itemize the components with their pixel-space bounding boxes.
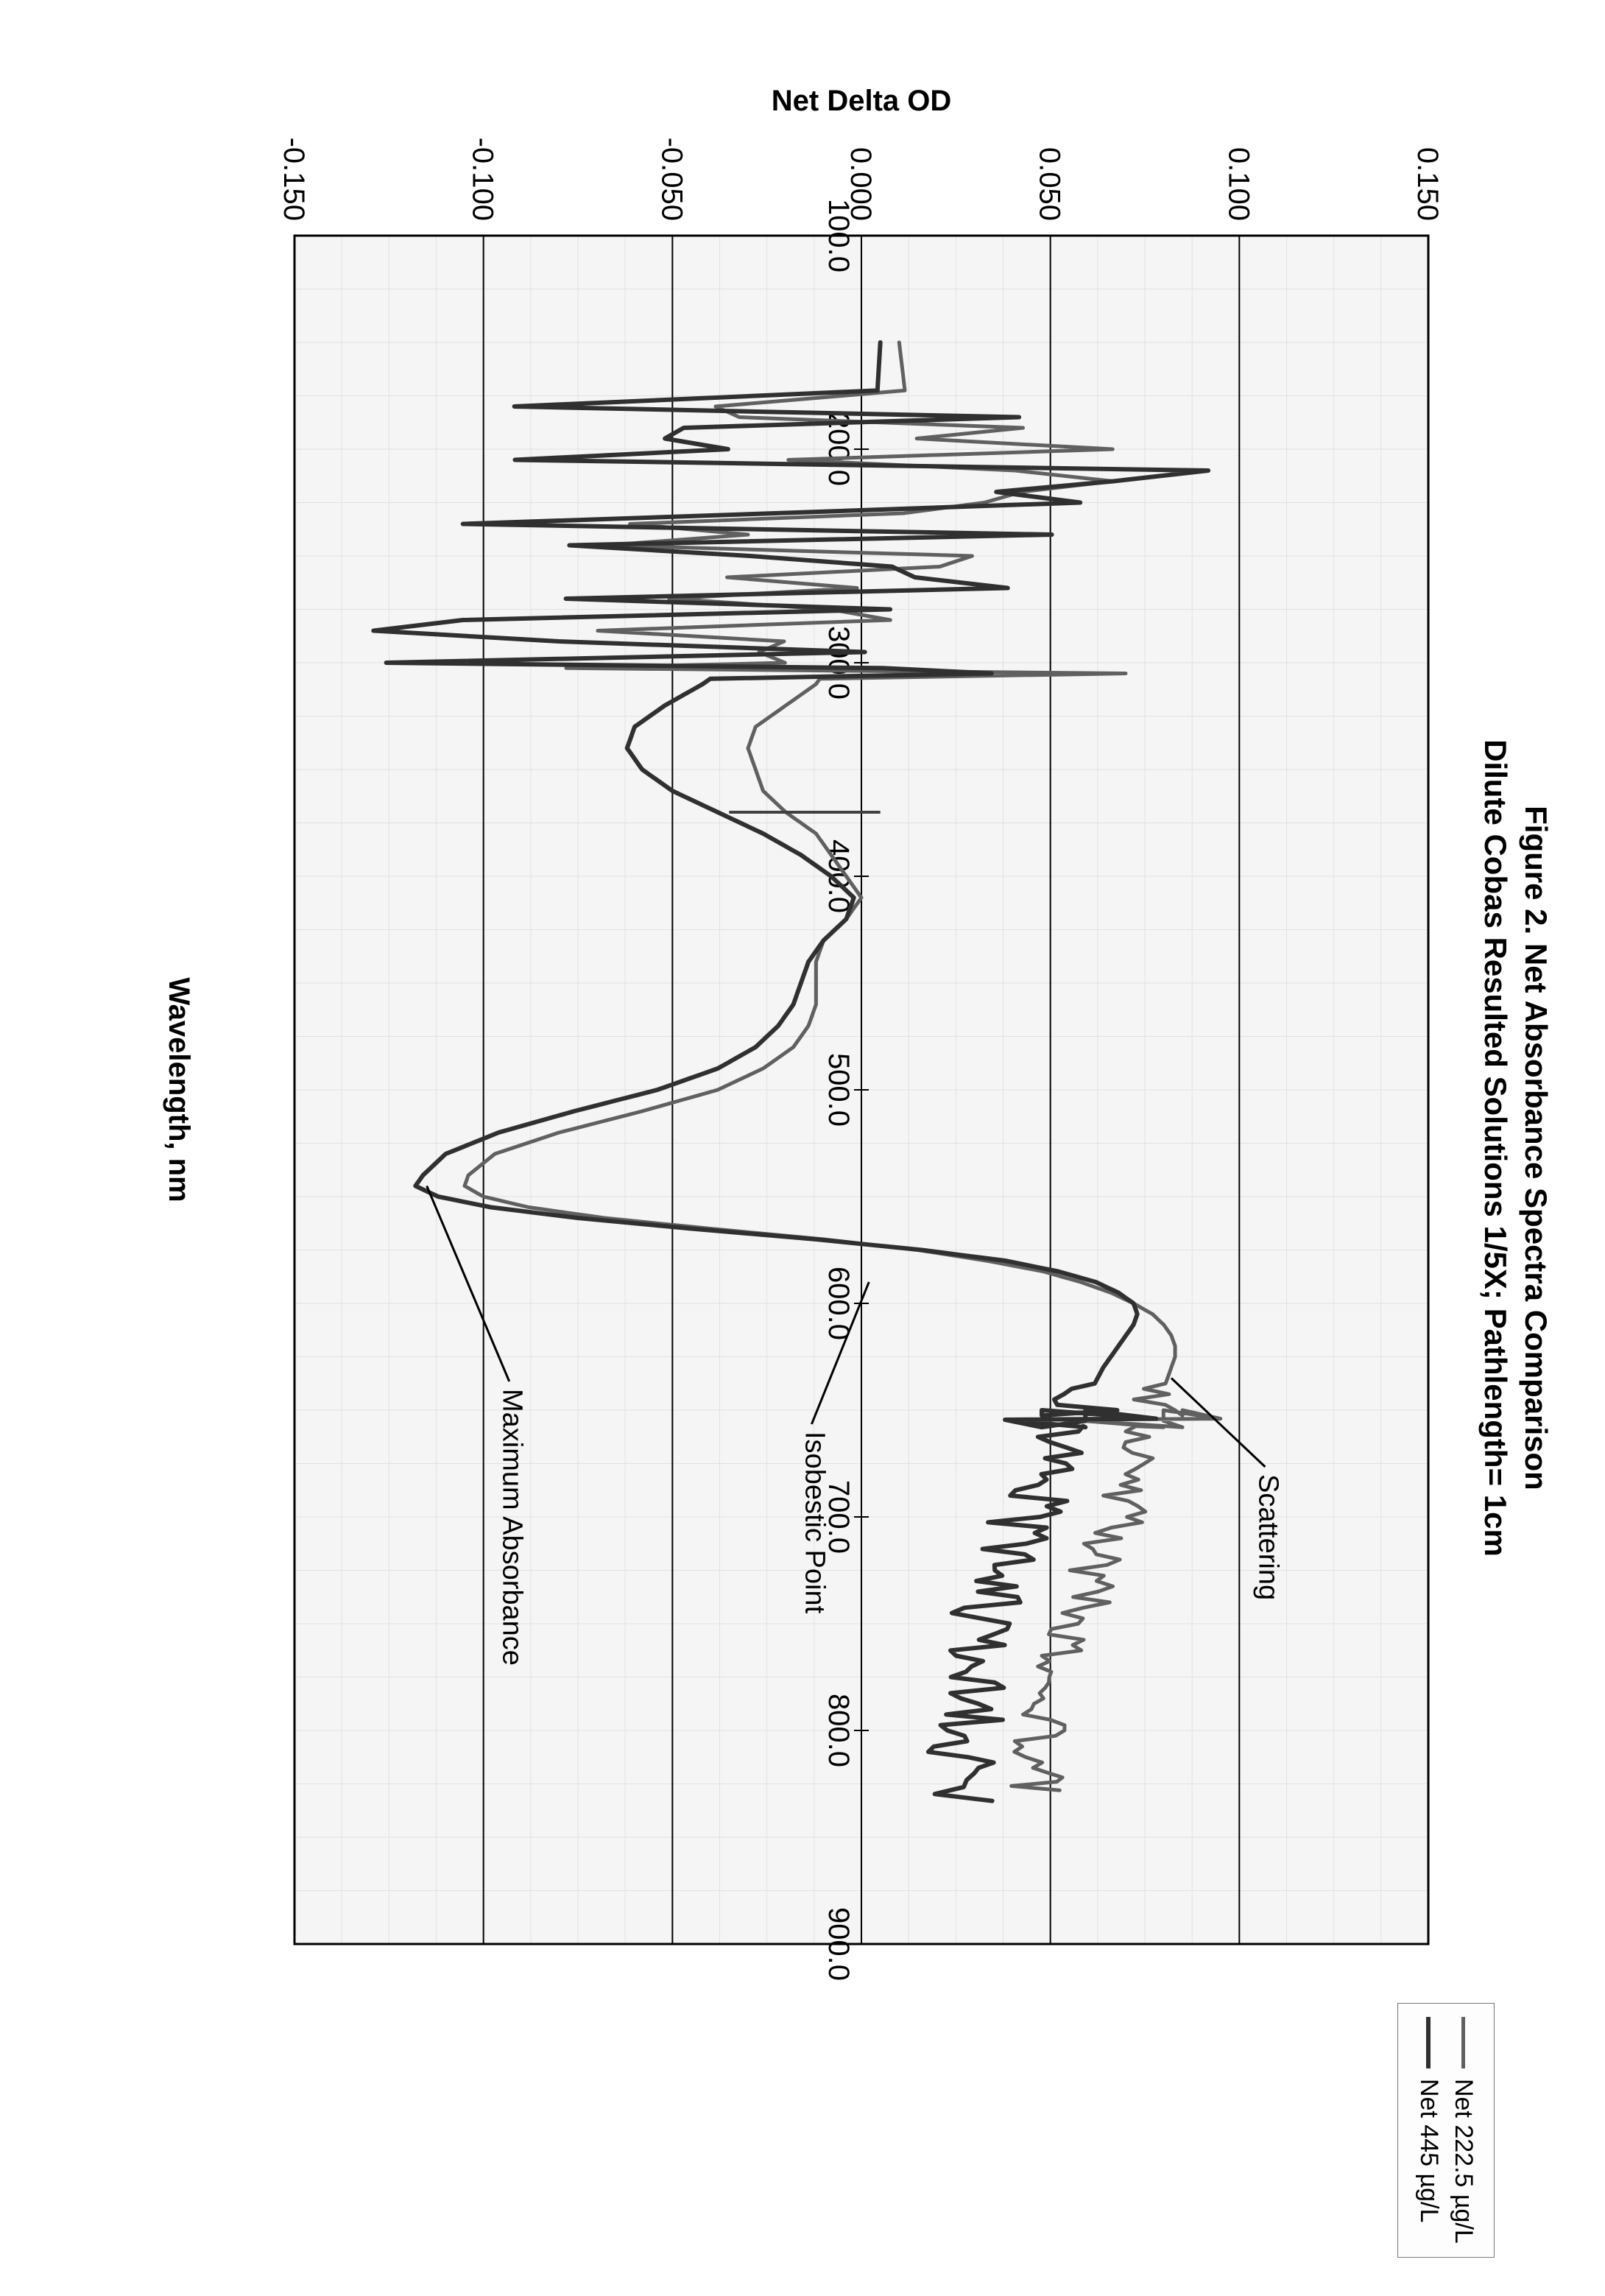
svg-text:Isobestic Point: Isobestic Point xyxy=(799,1432,830,1614)
page: Figure 2. Net Absorbance Spectra Compari… xyxy=(0,0,1605,2296)
svg-text:0.050: 0.050 xyxy=(1034,147,1066,221)
svg-text:Maximum Absorbance: Maximum Absorbance xyxy=(497,1389,528,1666)
legend-label: Net 445 µg/L xyxy=(1414,2079,1443,2222)
svg-text:800.0: 800.0 xyxy=(822,1694,855,1767)
legend-item: Net 222.5 µg/L xyxy=(1449,2017,1478,2244)
line-chart: -0.150-0.100-0.0500.0000.0500.1000.15010… xyxy=(0,0,1605,2296)
legend-item: Net 445 µg/L xyxy=(1414,2017,1443,2244)
svg-text:0.100: 0.100 xyxy=(1222,147,1255,221)
svg-text:Scattering: Scattering xyxy=(1252,1474,1283,1600)
chart-title-line1: Figure 2. Net Absorbance Spectra Compari… xyxy=(1518,0,1553,2296)
title-text-1: Figure 2. Net Absorbance Spectra Compari… xyxy=(1519,806,1553,1490)
legend-label: Net 222.5 µg/L xyxy=(1449,2079,1478,2244)
legend-swatch xyxy=(1461,2017,1465,2068)
svg-text:0.150: 0.150 xyxy=(1411,147,1444,221)
svg-text:-0.050: -0.050 xyxy=(655,138,688,221)
svg-text:-0.100: -0.100 xyxy=(467,138,499,221)
svg-text:Wavelength, nm: Wavelength, nm xyxy=(163,977,195,1202)
svg-text:Net Delta OD: Net Delta OD xyxy=(772,85,952,117)
svg-text:-0.150: -0.150 xyxy=(278,138,310,221)
chart-legend: Net 222.5 µg/LNet 445 µg/L xyxy=(1397,2003,1495,2258)
rotated-canvas: Figure 2. Net Absorbance Spectra Compari… xyxy=(0,0,1605,2296)
legend-swatch xyxy=(1427,2017,1431,2068)
svg-text:300.0: 300.0 xyxy=(822,626,855,700)
title-text-2: Dilute Cobas Resulted Solutions 1/5X; Pa… xyxy=(1478,739,1513,1557)
chart-title-line2: Dilute Cobas Resulted Solutions 1/5X; Pa… xyxy=(1478,0,1513,2296)
svg-text:500.0: 500.0 xyxy=(822,1053,855,1127)
